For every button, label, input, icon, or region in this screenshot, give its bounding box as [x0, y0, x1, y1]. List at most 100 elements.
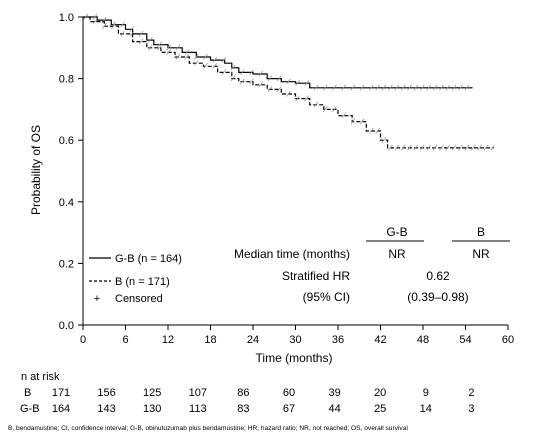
x-tick-label: 54 [459, 334, 471, 346]
risk-count: 143 [97, 403, 116, 415]
summary-value: NR [388, 247, 406, 261]
axes: 0 6 12 18 24 30 36 42 48 54 60 0.0 0.2 0.4 0.6 0.8 1.0 [59, 12, 514, 346]
censor-mark [138, 30, 144, 37]
censor-mark [381, 136, 387, 143]
x-axis-label: Time (months) [256, 351, 333, 365]
censor-mark [138, 38, 144, 45]
censor-mark [451, 84, 457, 91]
risk-count: 25 [374, 403, 387, 415]
risk-row-label: B [24, 387, 32, 399]
censor-mark [203, 53, 208, 60]
censor-mark [295, 95, 300, 102]
censor-mark [166, 49, 172, 56]
risk-count: 2 [468, 387, 475, 399]
censor-mark [175, 53, 181, 60]
legend-label: G-B (n = 164) [115, 253, 182, 265]
censor-mark [445, 84, 451, 91]
censor-mark [368, 127, 374, 134]
y-tick-label: 1.0 [59, 12, 74, 24]
censor-mark [249, 78, 254, 85]
censor-mark [92, 13, 98, 20]
censor-mark [413, 84, 419, 91]
summary-value: (0.39–0.98) [407, 290, 468, 304]
censor-mark [92, 18, 98, 25]
legend: G-B (n = 164) B (n = 171) + Censored [89, 253, 182, 305]
censor-mark [483, 144, 489, 151]
y-tick-label: 0.8 [59, 74, 74, 86]
risk-count: 20 [374, 387, 387, 399]
y-tick-label: 0.0 [59, 320, 74, 332]
censor-mark [276, 75, 282, 82]
censor-mark [258, 70, 264, 77]
x-tick-label: 36 [332, 334, 344, 346]
censor-mark [464, 84, 470, 91]
censor-mark [313, 101, 319, 108]
censor-mark [388, 144, 393, 151]
footnote: B, bendamustine; CI, confidence interval… [8, 425, 408, 432]
x-tick-label: 24 [247, 334, 259, 346]
censor-mark [230, 64, 236, 71]
censor-mark [332, 84, 337, 91]
censor-mark [249, 69, 254, 76]
censor-mark [394, 144, 400, 151]
censor-mark [194, 59, 199, 66]
censor-mark [400, 144, 406, 151]
censor-mark [350, 84, 356, 91]
x-tick-label: 30 [289, 334, 301, 346]
censor-mark [445, 144, 451, 151]
censor-mark [240, 69, 245, 76]
censor-mark [407, 84, 412, 91]
summary-row-label: Median time (months) [234, 247, 350, 261]
censor-mark [258, 81, 264, 88]
x-tick-label: 12 [162, 334, 174, 346]
censor-mark [304, 95, 310, 102]
censor-mark [212, 63, 218, 70]
censor-mark [426, 144, 431, 151]
censor-mark [400, 84, 406, 91]
risk-count: 39 [328, 387, 341, 399]
km-curve-g-b [83, 16, 473, 89]
summary-row-label: Stratified HR [282, 269, 350, 283]
risk-count: 9 [422, 387, 429, 399]
km-curve-b [83, 16, 494, 149]
risk-count: 125 [143, 387, 162, 399]
risk-count: 130 [143, 403, 162, 415]
censor-mark [359, 84, 365, 91]
risk-count: 171 [51, 387, 71, 399]
x-tick-label: 0 [80, 334, 86, 346]
risk-count: 113 [189, 403, 207, 415]
censor-mark [286, 90, 291, 97]
censored-symbol-icon: + [94, 293, 100, 305]
y-axis-label: Probability of OS [29, 125, 43, 215]
censor-mark [322, 84, 328, 91]
x-tick-label: 60 [502, 334, 514, 346]
censor-mark [230, 75, 236, 82]
censor-mark [375, 84, 380, 91]
summary-table: G-B B Median time (months) NR NR Stratified H… [234, 225, 510, 304]
censor-mark [439, 84, 444, 91]
x-tick-label: 6 [122, 334, 128, 346]
summary-row-label: (95% CI) [303, 290, 350, 304]
censor-mark [157, 41, 162, 48]
survival-curves [83, 13, 495, 151]
y-tick-label: 0.6 [59, 135, 74, 147]
summary-col-header: B [477, 225, 485, 239]
censor-mark [184, 53, 190, 60]
censor-mark [147, 44, 153, 51]
risk-count: 86 [237, 387, 250, 399]
risk-count: 107 [188, 387, 207, 399]
censor-mark [407, 144, 412, 151]
censor-mark [419, 144, 425, 151]
summary-value: 0.62 [426, 269, 450, 283]
risk-count: 156 [97, 387, 116, 399]
x-tick-label: 48 [417, 334, 429, 346]
censor-mark [221, 69, 227, 76]
legend-label: Censored [115, 293, 163, 305]
censor-mark [120, 30, 125, 37]
censor-mark [295, 79, 300, 86]
censor-mark [419, 84, 425, 91]
censor-mark [111, 23, 116, 29]
censor-mark [304, 79, 310, 86]
censor-mark [381, 84, 387, 91]
